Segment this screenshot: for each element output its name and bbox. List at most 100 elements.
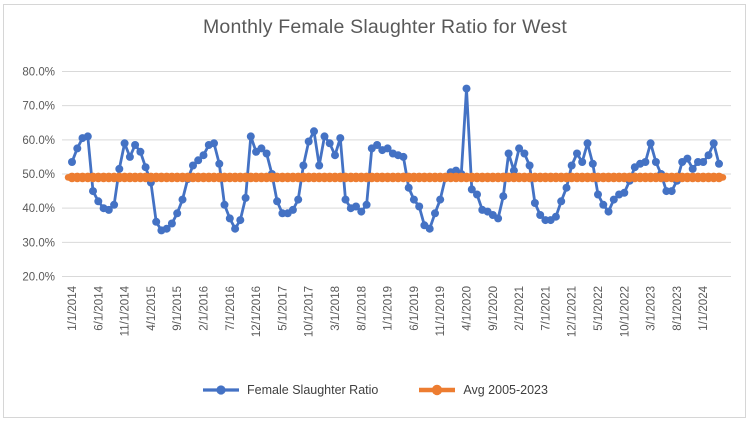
data-point-marker: [162, 224, 171, 233]
x-axis-tick: 5/1/2022: [593, 286, 605, 331]
x-axis-label: 12/1/2021: [567, 286, 579, 337]
x-axis-label: 3/1/2023: [646, 286, 658, 331]
data-point-marker: [120, 139, 129, 148]
data-point-marker: [89, 187, 97, 196]
data-point-marker: [646, 139, 655, 148]
data-point-marker: [262, 149, 271, 158]
x-axis-label: 5/1/2022: [593, 286, 605, 331]
data-point-marker: [499, 192, 508, 201]
x-axis-label: 7/1/2016: [225, 286, 237, 331]
data-point-marker: [515, 144, 524, 153]
data-point-marker: [288, 205, 297, 214]
data-point-marker: [236, 216, 245, 225]
legend-item-female-slaughter-ratio: Female Slaughter Ratio: [202, 383, 378, 397]
data-point-marker: [399, 152, 408, 161]
data-point-marker: [178, 195, 187, 204]
data-point-marker: [167, 219, 176, 228]
data-point-marker: [125, 152, 134, 161]
data-point-marker: [494, 214, 503, 223]
x-axis-label: 3/1/2018: [330, 286, 342, 331]
x-axis-tick: 6/1/2014: [93, 285, 105, 330]
x-axis-tick: 5/1/2017: [277, 286, 289, 331]
data-point-marker: [599, 200, 608, 209]
data-point-marker: [73, 144, 82, 153]
x-axis-tick: 3/1/2023: [646, 286, 658, 331]
x-axis-tick: 10/1/2022: [619, 286, 631, 337]
data-point-marker: [273, 197, 282, 206]
legend: Female Slaughter Ratio Avg 2005-2023: [0, 383, 750, 397]
data-point-marker: [567, 161, 576, 170]
data-point-marker: [94, 197, 103, 206]
data-point-marker: [530, 199, 539, 207]
data-point-marker: [152, 217, 161, 226]
x-axis-tick: 6/1/2019: [409, 286, 421, 331]
data-point-marker: [115, 164, 124, 173]
data-point-marker: [551, 212, 560, 221]
data-point-marker: [620, 188, 629, 197]
x-axis-label: 2/1/2021: [514, 286, 526, 331]
x-axis-label: 6/1/2019: [409, 286, 421, 331]
data-point-marker: [210, 139, 218, 148]
data-point-marker: [436, 195, 445, 204]
data-point-marker: [341, 195, 350, 204]
data-point-marker: [536, 211, 545, 219]
data-point-marker: [641, 158, 650, 166]
x-axis-label: 8/1/2018: [356, 286, 368, 331]
x-axis-tick: 11/1/2019: [435, 286, 447, 336]
data-point-marker: [299, 161, 308, 170]
x-axis-label: 7/1/2021: [540, 286, 552, 331]
chart-border: [3, 4, 746, 418]
x-axis-tick: 3/1/2018: [330, 286, 342, 331]
x-axis-tick: 12/1/2021: [567, 286, 579, 337]
x-axis-tick: 8/1/2018: [356, 286, 368, 331]
x-axis-label: 8/1/2023: [672, 286, 684, 331]
data-point-marker: [588, 159, 597, 168]
data-point-marker: [431, 209, 439, 218]
data-point-marker: [199, 151, 208, 160]
data-point-marker: [404, 183, 413, 192]
data-point-marker: [315, 161, 324, 170]
data-point-marker: [336, 134, 345, 143]
data-point-marker: [194, 156, 203, 165]
data-point-marker: [667, 187, 676, 196]
y-axis-label: 40.0%: [22, 203, 55, 215]
series-line-female-slaughter-ratio: [70, 87, 721, 232]
data-point-marker: [220, 200, 229, 209]
chart-title: Monthly Female Slaughter Ratio for West: [202, 16, 567, 38]
x-axis-tick: 4/1/2020: [462, 286, 474, 331]
data-point-marker: [425, 224, 434, 233]
data-point-marker: [462, 84, 471, 93]
x-axis-tick: 11/1/2014: [120, 285, 132, 336]
x-axis-label: 1/1/2019: [383, 286, 395, 331]
data-point-marker: [573, 149, 581, 158]
data-point-marker: [304, 137, 313, 146]
x-axis-tick: 2/1/2016: [199, 286, 211, 331]
x-axis-label: 5/1/2017: [277, 286, 289, 331]
legend-label: Avg 2005-2023: [463, 383, 548, 397]
x-axis-label: 1/1/2024: [698, 285, 710, 330]
data-point-marker: [594, 190, 602, 199]
data-point-marker: [352, 202, 360, 211]
x-axis-label: 2/1/2016: [199, 286, 211, 331]
data-point-marker: [189, 161, 197, 170]
data-point-marker: [141, 163, 150, 172]
y-axis-label: 20.0%: [22, 272, 55, 284]
data-point-marker: [257, 144, 266, 153]
data-point-marker: [231, 224, 240, 233]
data-point-marker: [715, 159, 723, 168]
data-point-marker: [525, 161, 534, 170]
data-point-marker: [583, 139, 592, 148]
x-axis-label: 6/1/2014: [93, 285, 105, 330]
data-point-marker: [136, 147, 145, 156]
data-point-marker: [473, 190, 481, 199]
line-marker-icon: [203, 385, 240, 395]
data-point-marker: [409, 195, 418, 204]
data-point-marker: [699, 158, 708, 166]
legend-label: Female Slaughter Ratio: [247, 383, 379, 397]
x-axis-label: 11/1/2019: [435, 286, 447, 336]
x-axis-label: 4/1/2015: [146, 286, 158, 331]
data-point-marker: [294, 195, 303, 204]
data-point-marker: [704, 151, 713, 160]
data-point-marker: [173, 209, 182, 218]
data-point-marker: [373, 141, 382, 149]
